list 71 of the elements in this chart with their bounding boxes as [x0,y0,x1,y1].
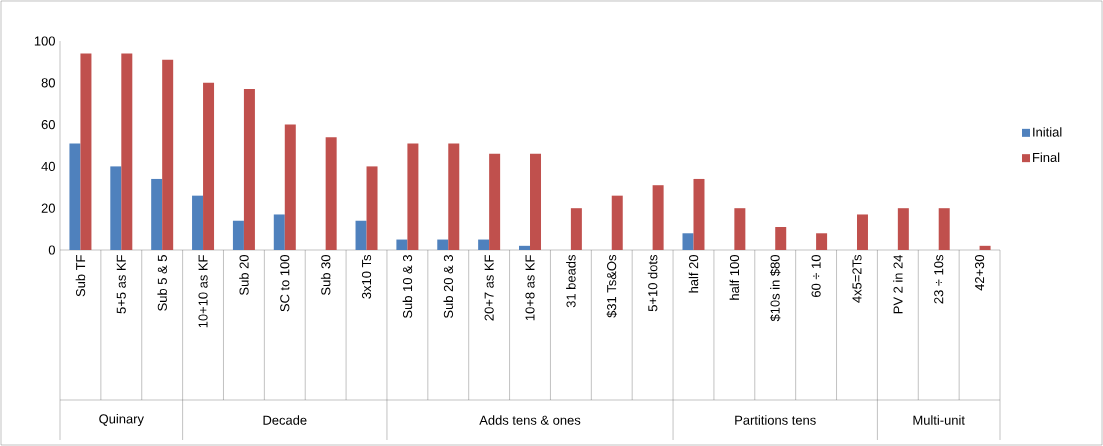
bar [121,53,133,250]
x-tick-label: half 100 [729,255,740,300]
text: Quinary [99,413,144,427]
bar [530,153,542,250]
legend-label: Initial [1033,127,1062,137]
bar [162,59,174,250]
x-tick-label: 20+7 as KF [484,255,494,321]
bar [693,178,705,250]
bar [355,220,367,250]
text: Adds tens & ones [479,415,581,425]
bar [192,195,204,250]
x-tick-label: 10+8 as KF [525,255,535,321]
bar [478,239,490,250]
y-tick-label: 20 [41,203,55,213]
bar [897,208,909,250]
bar [816,233,828,250]
bar [682,233,694,250]
bar [489,153,501,250]
x-tick-label: 10+10 as KF [198,255,208,328]
x-tick-label: SC to 100 [280,255,290,312]
x-tick-label: 4x5=2Ts [852,254,862,303]
x-tick-label: 5+10 dots [647,254,658,312]
bar [611,195,623,250]
bar [366,166,378,250]
bar [151,178,163,250]
bar [775,227,787,250]
y-tick-label: 100 [34,36,55,46]
x-tick-label: Sub 5 & 5 [157,255,167,311]
y-tick-label: 60 [41,120,55,130]
bar [396,239,408,250]
bar [938,208,950,250]
bar [734,208,746,250]
y-tick-label: 0 [48,245,55,255]
bar [243,89,255,250]
x-tick-label: 5+5 as KF [116,255,126,314]
x-tick-label: Sub 20 [239,255,249,295]
bar [519,245,531,250]
bar [273,214,285,250]
x-tick-label: $10s in $80 [769,255,781,322]
bar [570,208,582,250]
bar [284,124,296,250]
bar [437,239,449,250]
text: Decade [263,415,307,425]
y-tick-label: 40 [41,161,55,171]
x-tick-label: 42+30 [974,255,985,291]
text: Partitions tens [735,415,816,425]
x-tick-label: Sub TF [75,255,86,297]
x-tick-label: 23 ÷ 10s [934,254,944,304]
bar [232,220,244,250]
bar [69,143,81,250]
text: Multi-unit [913,415,965,425]
bar [80,53,92,250]
x-tick-label: Sub 20 & 3 [443,255,454,319]
bar [652,185,664,250]
bar [407,143,419,250]
y-tick-label: 80 [41,78,55,88]
x-tick-label: PV 2 in 24 [893,254,903,314]
x-tick-label: Sub 30 [320,255,331,295]
bar [856,214,868,250]
legend-label: Final [1033,152,1060,162]
x-tick-label: half 20 [688,255,699,293]
x-tick-label: 60 ÷ 10 [811,255,821,297]
bar [979,245,991,250]
bar [110,166,122,250]
x-tick-label: Sub 10 & 3 [402,255,413,319]
x-tick-label: $31 Ts&Os [606,254,617,318]
bar [203,82,215,250]
x-tick-label: 31 beads [566,255,576,308]
x-tick-label: 3x10 Ts [361,254,372,299]
bar [448,143,460,250]
bar [325,137,337,250]
